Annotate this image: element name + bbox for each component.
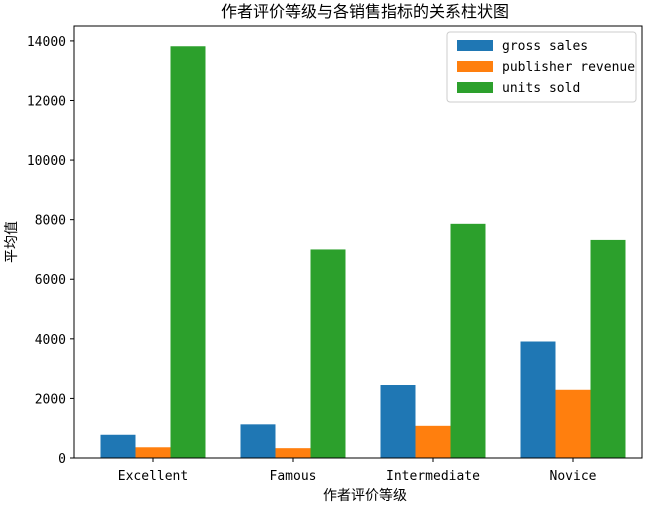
y-tick-label: 10000	[27, 154, 66, 169]
bar-gross-sales-intermediate	[380, 385, 416, 458]
y-tick-label: 8000	[35, 214, 66, 229]
legend-swatch-gross-sales	[457, 40, 493, 51]
bar-publisher-revenue-excellent	[135, 447, 171, 458]
x-tick-label: Famous	[270, 469, 317, 484]
bar-units-sold-novice	[590, 239, 626, 458]
plot-area: Excellent Famous Intermediate Novice 0 2000 40…	[27, 35, 626, 484]
bar-units-sold-famous	[310, 249, 346, 458]
x-tick-label: Excellent	[118, 469, 188, 484]
y-tick-label: 2000	[35, 392, 66, 407]
legend-box	[446, 31, 637, 103]
bar-publisher-revenue-famous	[275, 448, 311, 458]
bar-gross-sales-novice	[520, 341, 556, 458]
y-tick-label: 14000	[27, 35, 66, 50]
bar-gross-sales-excellent	[100, 434, 136, 458]
plot-frame	[73, 25, 643, 459]
y-tick-label: 4000	[35, 333, 66, 348]
bar-gross-sales-famous	[240, 424, 276, 458]
legend: gross sales publisher revenue units sold	[446, 31, 637, 103]
y-tick-label: 0	[58, 452, 66, 467]
x-tick-label: Novice	[550, 469, 597, 484]
bar-publisher-revenue-novice	[555, 389, 591, 458]
bar-units-sold-excellent	[170, 46, 206, 459]
x-axis-title: 作者评价等级	[323, 487, 407, 504]
chart-title: 作者评价等级与各销售指标的关系柱状图	[221, 2, 509, 21]
bar-units-sold-intermediate	[450, 223, 486, 458]
legend-swatch-publisher-revenue	[457, 61, 493, 72]
y-tick-label: 12000	[27, 94, 66, 109]
legend-label-gross-sales: gross sales	[502, 39, 588, 54]
y-tick-label: 6000	[35, 273, 66, 288]
bar-publisher-revenue-intermediate	[415, 425, 451, 458]
legend-label-publisher-revenue: publisher revenue	[502, 60, 635, 75]
x-tick-label: Intermediate	[386, 469, 480, 484]
legend-label-units-sold: units sold	[502, 81, 580, 96]
y-axis-title: 平均值	[4, 221, 20, 263]
legend-swatch-units-sold	[457, 82, 493, 93]
